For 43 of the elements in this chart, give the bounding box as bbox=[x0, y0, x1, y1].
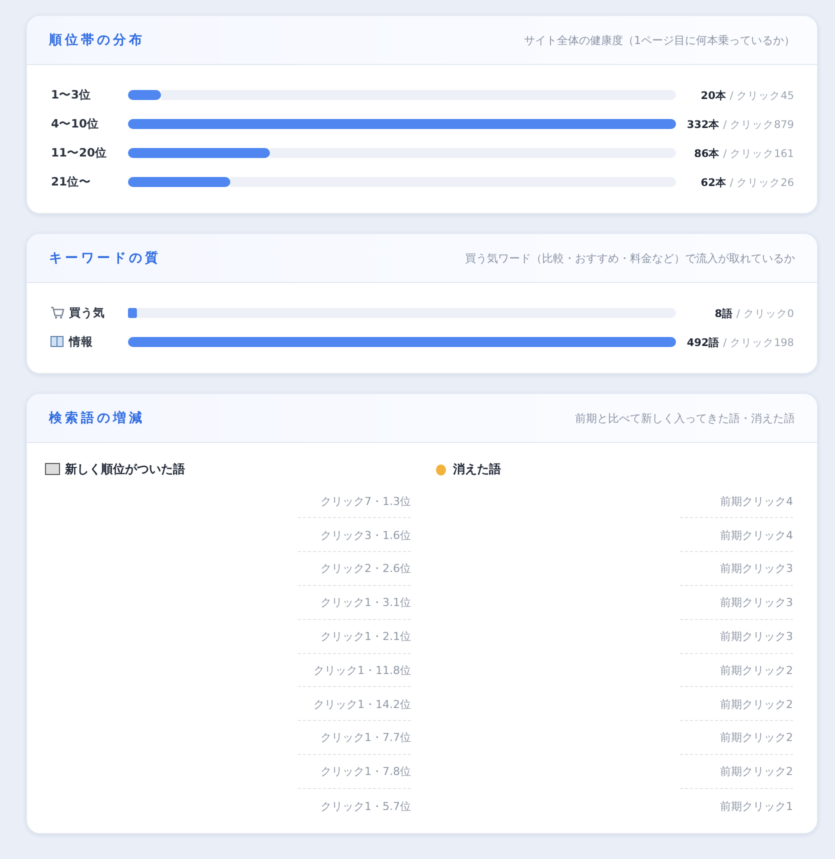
chart-title: 順位帯の分布 bbox=[49, 32, 145, 49]
y-tick-label: 買う気 bbox=[68, 306, 105, 320]
text: 前期クリック3 bbox=[680, 620, 793, 654]
text: クリック1・14.2位 bbox=[298, 688, 411, 722]
y-tick-label: 21位〜 bbox=[51, 174, 92, 188]
text: 前期クリック3 bbox=[680, 552, 793, 586]
y-tick-label: 情報 bbox=[68, 334, 94, 348]
bar bbox=[128, 90, 162, 100]
chart-subtitle: 買う気ワード（比較・おすすめ・料金など）で流入が取れているか bbox=[465, 250, 795, 266]
text: 前期クリック2 bbox=[680, 654, 793, 688]
data-label: 332本 / クリック879 bbox=[686, 118, 794, 131]
text: 消えた語 bbox=[453, 460, 501, 478]
text: クリック7・1.3位 bbox=[298, 485, 411, 518]
text: クリック1・2.1位 bbox=[298, 620, 411, 654]
text: クリック1・7.8位 bbox=[298, 756, 411, 789]
data-label: 86本 / クリック161 bbox=[694, 147, 794, 160]
text: クリック1・3.1位 bbox=[298, 586, 411, 620]
data-label: 492語 / クリック198 bbox=[686, 336, 794, 349]
text: 前期クリック2 bbox=[680, 722, 793, 755]
text: クリック2・2.6位 bbox=[298, 552, 411, 586]
data-label: 20本 / クリック45 bbox=[700, 89, 794, 102]
data-label: 62本 / クリック26 bbox=[700, 176, 794, 189]
text: 前期クリック2 bbox=[680, 688, 793, 722]
text: 前期クリック2 bbox=[680, 756, 793, 789]
text: クリック1・11.8位 bbox=[298, 654, 411, 688]
text: クリック1・5.7位 bbox=[320, 798, 411, 815]
text: 前期と比べて新しく入ってきた語・消えた語 bbox=[575, 410, 795, 426]
y-tick-label: 11〜20位 bbox=[51, 146, 108, 160]
bar bbox=[128, 177, 230, 187]
text: 前期クリック4 bbox=[680, 519, 793, 552]
text: 前期クリック4 bbox=[680, 485, 793, 518]
chart-title: キーワードの質 bbox=[49, 250, 161, 267]
text: クリック3・1.6位 bbox=[298, 519, 411, 552]
bar bbox=[128, 119, 676, 129]
text: クリック1・7.7位 bbox=[298, 722, 411, 755]
text: 検索語の増減 bbox=[49, 410, 145, 427]
data-label: 8語 / クリック0 bbox=[714, 307, 794, 320]
y-tick-label: 4〜10位 bbox=[51, 116, 100, 130]
chart-subtitle: サイト全体の健康度（1ページ目に何本乗っているか） bbox=[524, 32, 795, 48]
y-tick-label: 1〜3位 bbox=[51, 88, 92, 102]
text: 前期クリック1 bbox=[719, 798, 793, 815]
text: 新しく順位がついた語 bbox=[65, 460, 185, 478]
text: 前期クリック3 bbox=[680, 586, 793, 620]
